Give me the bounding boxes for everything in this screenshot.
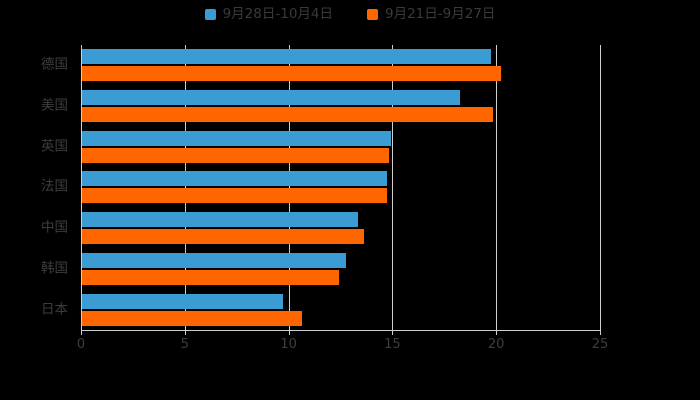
x-tick-mark <box>288 330 290 335</box>
y-tick-label: 中国 <box>41 219 68 236</box>
category-group: 德国 <box>41 45 600 86</box>
y-tick-label: 法国 <box>41 178 68 195</box>
bar-series-2[interactable] <box>82 66 502 82</box>
bar-series-2[interactable] <box>82 310 303 326</box>
category-group: 中国 <box>41 208 600 249</box>
x-tick-label: 20 <box>487 337 505 352</box>
y-tick-label: 韩国 <box>41 260 68 277</box>
bar-series-1[interactable] <box>82 293 284 309</box>
category-group: 法国 <box>41 167 600 208</box>
bar-series-1[interactable] <box>82 130 392 146</box>
square-marker-icon <box>204 9 216 21</box>
gridline <box>184 45 186 330</box>
category-group: 日本 <box>41 289 600 330</box>
bar-series-1[interactable] <box>82 171 388 187</box>
bar-series-1[interactable] <box>82 90 460 106</box>
square-marker-icon <box>367 9 378 21</box>
category-group: 英国 <box>41 126 600 167</box>
legend-label-series-1: 9月28日-10月4日 <box>222 6 333 22</box>
x-tick-mark <box>600 330 601 335</box>
x-tick-label: 5 <box>180 337 189 352</box>
x-tick-label: 15 <box>384 337 401 352</box>
legend-label-series-2: 9月21日-9月27日 <box>385 6 496 22</box>
chart-legend: 9月28日-10月4日 9月21日-9月27日 <box>0 6 700 22</box>
bar-series-2[interactable] <box>82 147 390 163</box>
legend-item-series-1[interactable]: 9月28日-10月4日 <box>204 6 333 22</box>
bar-series-1[interactable] <box>82 212 359 228</box>
x-tick-mark <box>496 330 498 335</box>
plot-area: 0 5 10 15 20 25 德国美国英国法国中国韩国日本 <box>41 45 608 352</box>
gridline <box>496 45 498 330</box>
bar-series-1[interactable] <box>82 49 491 65</box>
x-tick-mark <box>81 330 82 335</box>
x-tick-label: 10 <box>280 337 297 352</box>
y-tick-label: 日本 <box>41 300 68 317</box>
category-group: 韩国 <box>41 249 600 290</box>
y-axis-line <box>81 45 82 330</box>
bar-series-2[interactable] <box>82 107 494 123</box>
x-tick-label: 0 <box>76 337 86 352</box>
gridline <box>600 45 601 330</box>
y-tick-label: 德国 <box>41 56 68 73</box>
legend-item-series-2[interactable]: 9月21日-9月27日 <box>367 6 496 22</box>
x-tick-label: 25 <box>591 337 609 352</box>
bar-series-2[interactable] <box>82 269 340 285</box>
x-axis-line <box>81 330 601 331</box>
y-tick-label: 英国 <box>41 138 68 155</box>
x-tick-mark <box>392 330 394 335</box>
category-group: 美国 <box>41 86 600 127</box>
gridline <box>392 45 394 330</box>
bar-series-2[interactable] <box>82 188 388 204</box>
bar-series-1[interactable] <box>82 252 346 268</box>
x-tick-mark <box>184 330 186 335</box>
y-tick-label: 美国 <box>41 97 68 114</box>
gridline <box>288 45 290 330</box>
bar-series-2[interactable] <box>82 229 365 245</box>
